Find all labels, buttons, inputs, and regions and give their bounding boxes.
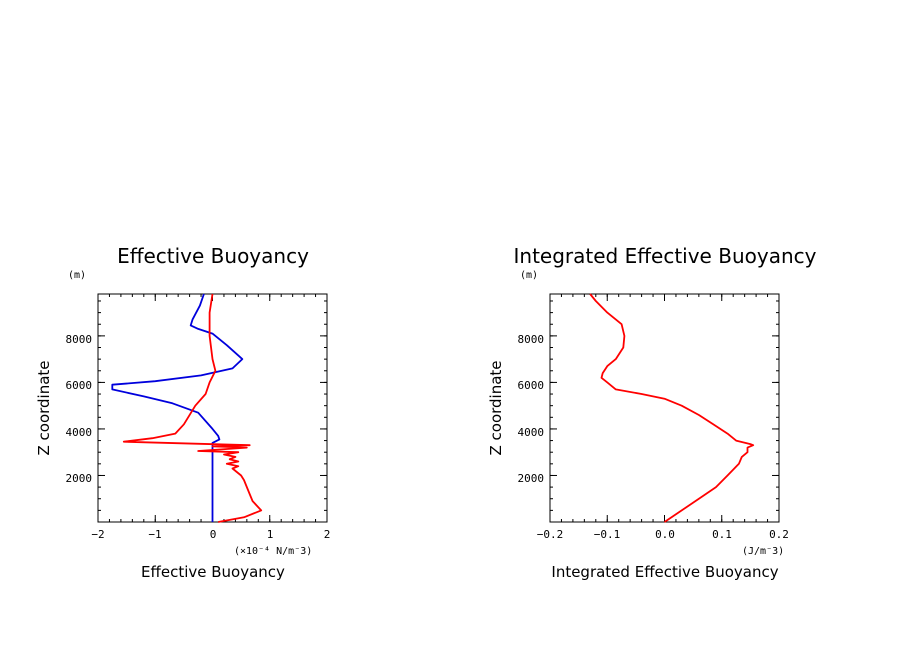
x-tick-label: −2 [91,528,104,541]
x-tick-label: 0.2 [769,528,789,541]
plot-frame [549,293,780,523]
series-line-1 [111,293,244,522]
y-tick-label: 8000 [66,333,93,346]
x-axis-title: Integrated Effective Buoyancy [551,563,778,581]
x-tick-label: 2 [324,528,331,541]
effective-buoyancy-panel: Effective Buoyancy (m) Z coordinate Effe… [35,244,330,581]
y-tick-label: 4000 [66,426,93,439]
x-tick-label: −0.1 [594,528,621,541]
x-axis-title: Effective Buoyancy [141,563,285,581]
y-tick-labels: 2000 4000 6000 8000 [66,333,93,485]
series-line-2 [122,293,263,523]
chart-title: Effective Buoyancy [117,244,309,268]
chart-title: Integrated Effective Buoyancy [514,244,817,268]
x-tick-label: 1 [267,528,274,541]
x-tick-label: −0.2 [537,528,564,541]
y-tick-label: 4000 [518,426,545,439]
x-tick-label: −1 [148,528,161,541]
x-unit-label: (×10⁻⁴ N/m⁻3) [234,546,312,557]
x-tick-label: 0.1 [712,528,732,541]
x-unit-label: (J/m⁻3) [742,546,784,557]
y-axis-title: Z coordinate [487,360,505,455]
x-tick-labels: −0.2 −0.1 0.0 0.1 0.2 [537,528,789,541]
y-tick-labels: 2000 4000 6000 8000 [518,333,545,485]
y-tick-label: 2000 [66,472,93,485]
y-tick-label: 6000 [518,379,545,392]
y-tick-label: 8000 [518,333,545,346]
x-tick-label: 0 [210,528,217,541]
integrated-effective-buoyancy-panel: Integrated Effective Buoyancy (m) Z coor… [487,244,817,581]
y-unit-label: (m) [68,270,86,281]
y-tick-label: 2000 [518,472,545,485]
y-axis-title: Z coordinate [35,360,53,455]
x-tick-label: 0.0 [655,528,675,541]
x-tick-labels: −2 −1 0 1 2 [91,528,330,541]
y-unit-label: (m) [520,270,538,281]
y-tick-label: 6000 [66,379,93,392]
series-line-1 [589,293,755,523]
